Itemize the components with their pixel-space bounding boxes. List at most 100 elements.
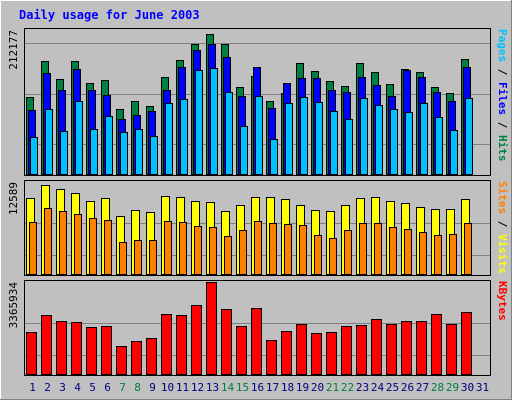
legend-hits: Hits [496,135,509,162]
bar-sites-day-9 [149,240,157,275]
bar-sites-day-2 [44,208,52,275]
day-label-11: 11 [176,381,189,394]
bar-sites-day-16 [254,221,262,275]
y-max-label: 212177 [7,30,20,70]
bar-kbytes-day-22 [341,326,352,375]
bar-sites-day-12 [194,226,202,275]
day-label-23: 23 [356,381,369,394]
bar-pages-day-17 [270,139,278,175]
day-label-30: 30 [461,381,474,394]
y-max-label: 12589 [7,182,20,215]
bar-kbytes-day-24 [371,319,382,375]
bar-sites-day-28 [434,235,442,275]
bar-kbytes-day-4 [71,322,82,375]
bar-pages-day-21 [330,111,338,175]
day-label-19: 19 [296,381,309,394]
bar-kbytes-day-1 [26,332,37,375]
day-label-22: 22 [341,381,354,394]
bar-sites-day-17 [269,223,277,275]
bar-sites-day-29 [449,234,457,275]
legend-kbytes: KBytes [496,281,509,321]
bar-kbytes-day-15 [236,326,247,375]
bar-sites-day-27 [419,232,427,275]
day-label-18: 18 [281,381,294,394]
day-label-15: 15 [236,381,249,394]
bar-pages-day-7 [120,132,128,175]
bar-kbytes-day-18 [281,331,292,375]
series-legend: KBytes [496,281,509,321]
series-legend: Pages / Files / Hits [496,29,509,162]
day-label-14: 14 [221,381,235,394]
legend-files: Files [496,82,509,115]
bar-kbytes-day-14 [221,309,232,375]
bar-sites-day-22 [344,230,352,275]
bar-pages-day-18 [285,103,293,175]
bar-pages-day-15 [240,126,248,175]
bar-kbytes-day-27 [416,321,427,375]
day-label-10: 10 [161,381,174,394]
bar-kbytes-day-8 [131,341,142,375]
bar-sites-day-18 [284,224,292,275]
bar-sites-day-26 [404,229,412,275]
panel-2: 12589 Sites / Visits [7,180,509,276]
bar-pages-day-9 [150,136,158,175]
bar-kbytes-day-2 [41,315,52,375]
day-label-26: 26 [401,381,414,394]
bar-sites-day-7 [119,242,127,275]
legend-pages: Pages [496,29,509,62]
day-label-1: 1 [29,381,36,394]
bar-pages-day-3 [60,131,68,175]
day-label-21: 21 [326,381,339,394]
bar-kbytes-day-30 [461,312,472,375]
bar-kbytes-day-21 [326,332,337,375]
bar-sites-day-11 [179,222,187,275]
bar-pages-day-20 [315,102,323,175]
bar-kbytes-day-26 [401,321,412,375]
bar-pages-day-4 [75,101,83,175]
bar-kbytes-day-5 [86,327,97,375]
bar-pages-day-10 [165,103,173,175]
bar-sites-day-23 [359,223,367,275]
panel-1: 212177 Pages / Files / Hits [7,28,509,176]
panel-3: 3365934 KBytes [7,280,509,376]
day-label-28: 28 [431,381,444,394]
bar-kbytes-day-28 [431,314,442,375]
bar-kbytes-day-12 [191,305,202,375]
legend-separator: / [496,62,509,82]
bar-pages-day-26 [405,112,413,175]
day-label-25: 25 [386,381,399,394]
bar-sites-day-3 [59,211,67,275]
day-label-24: 24 [371,381,385,394]
bar-kbytes-day-20 [311,333,322,375]
day-label-5: 5 [89,381,96,394]
day-label-20: 20 [311,381,324,394]
bar-sites-day-20 [314,235,322,275]
bar-pages-day-16 [255,96,263,175]
legend-separator: / [496,214,509,234]
bar-sites-day-1 [29,222,37,275]
bar-pages-day-29 [450,130,458,175]
bar-sites-day-5 [89,218,97,275]
bar-sites-day-10 [164,221,172,275]
day-label-12: 12 [191,381,204,394]
bar-kbytes-day-7 [116,346,127,375]
bar-kbytes-day-3 [56,321,67,375]
day-label-29: 29 [446,381,459,394]
bar-pages-day-28 [435,117,443,175]
bar-kbytes-day-13 [206,282,217,375]
chart-title: Daily usage for June 2003 [19,8,200,22]
bar-sites-day-25 [389,227,397,275]
day-label-27: 27 [416,381,429,394]
bar-sites-day-13 [209,227,217,275]
day-label-8: 8 [134,381,141,394]
bar-pages-day-5 [90,129,98,175]
bar-pages-day-12 [195,70,203,175]
chart-panels: 212177 Pages / Files / Hits 12589 Sites / V… [7,28,509,376]
y-max-label: 3365934 [7,282,20,329]
legend-sites: Sites [496,181,509,214]
bar-kbytes-day-25 [386,324,397,375]
bar-pages-day-23 [360,98,368,175]
bar-sites-day-15 [239,230,247,275]
series-legend: Sites / Visits [496,181,509,274]
